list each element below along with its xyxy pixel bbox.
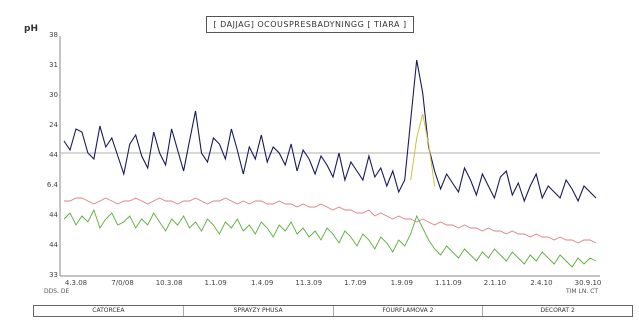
x-tick-label: 7/0/08 [111,279,134,287]
x-tick-label: 30.9.10 [574,279,602,287]
y-tick-label: 24 [49,121,58,129]
x-tick-label: 1.11.09 [435,279,462,287]
x-tick-label: 1.1.09 [204,279,227,287]
x-tick-label: 1.4.09 [251,279,274,287]
y-axis-label: pH [24,24,38,34]
x-tick-label: 2.1.10 [483,279,507,287]
y-tick-label: 44 [49,241,58,249]
series-line-0 [63,59,597,203]
series-line-3 [410,113,436,187]
y-tick-label: 44 [49,151,58,159]
chart-title: [ DAJJAG] OCOUSPRESBADYNINGG [ TIARA ] [206,16,414,33]
x-tick-label: 11.3.09 [295,279,323,287]
legend-item: SPRAYZY PHUSA [184,306,334,316]
y-tick-label: 6.4 [46,181,58,189]
x-tick-label: 1.7.09 [344,279,367,287]
y-tick-label: 31 [49,61,58,69]
x-tick-label: 4.3.08 [64,279,88,287]
y-tick-label: 30 [49,91,58,99]
y-tick-label: 44 [49,211,58,219]
legend-item: FOURFLAMOVA 2 [334,306,484,316]
legend-item: CATORCEA [34,306,184,316]
chart-legend: CATORCEA SPRAYZY PHUSA FOURFLAMOVA 2 DEC… [33,305,633,317]
y-tick-label: 33 [49,271,58,279]
x-tick-label: 10.3.08 [155,279,183,287]
x-sub-label-left: DDS. DE [44,288,70,295]
x-tick-label: 1.9.09 [390,279,413,287]
y-tick-label: 38 [49,31,58,39]
x-sub-label-right: TIM LN. CT [566,288,599,295]
x-tick-label: 2.4.10 [530,279,553,287]
series-line-1 [64,197,597,244]
series-layer [63,59,597,268]
series-line-2 [63,208,597,268]
legend-item: DECORAT 2 [540,307,575,314]
